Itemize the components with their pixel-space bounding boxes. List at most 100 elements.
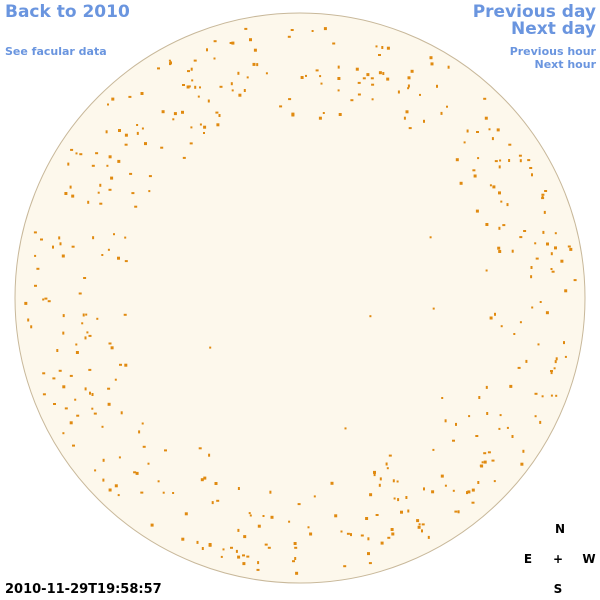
facula [102,458,105,462]
facula [373,473,376,477]
facula [157,480,160,483]
facula [475,209,479,213]
facula [105,130,108,134]
facula [441,397,444,399]
facula [497,246,501,250]
facula [99,183,102,187]
facula [444,419,447,423]
facula [265,72,268,75]
facula [53,403,56,405]
facula [124,143,128,146]
facula [94,469,97,472]
facula [387,536,391,539]
facula [52,245,54,249]
facular-link[interactable]: See facular data [5,45,107,58]
next-day-link[interactable]: Next day [511,19,596,39]
facula [70,148,74,151]
back-link[interactable]: Back to 2010 [5,2,130,22]
facula [423,119,425,123]
facula [141,422,144,425]
facula [295,571,299,575]
facula [97,191,100,194]
facula [256,568,260,571]
facula [269,490,272,494]
compass-north: N [554,522,566,536]
facula [373,470,376,474]
facula [546,242,549,246]
facula [148,175,152,178]
facula [203,132,205,134]
previous-day-link[interactable]: Previous day [472,2,596,22]
facula [403,116,406,120]
facula [496,128,500,132]
facula [430,62,434,66]
facula [30,325,33,329]
facula [554,232,557,235]
facula [101,254,104,256]
facula [124,133,128,137]
facula [491,459,495,462]
facula [42,372,46,375]
facula [564,289,568,293]
facula [506,203,509,207]
facula [208,453,211,457]
facula [466,129,469,133]
facula [253,48,257,52]
facula [88,368,92,371]
facula [220,555,223,558]
next-hour-link[interactable]: Next hour [534,58,597,71]
facula [550,252,553,256]
facula [92,236,95,240]
facula [74,398,77,401]
facula [150,523,154,527]
facula [337,89,340,92]
facula [337,77,341,80]
solar-disk [14,12,586,584]
facula [483,460,487,464]
facula [527,159,531,162]
facula [58,369,62,372]
facula [71,194,75,198]
facula [291,112,295,116]
facula [499,414,502,417]
facula [498,226,501,230]
previous-hour-link[interactable]: Previous hour [509,45,596,58]
facula [492,185,496,189]
facula [370,77,374,80]
facula [367,537,370,541]
facula [550,371,553,375]
facula [481,461,484,464]
facula [543,210,546,214]
facula [452,439,455,442]
facula [417,525,421,529]
facula [136,131,139,135]
facula [201,547,204,550]
facula [182,84,185,86]
facula [56,349,59,352]
facula [110,176,114,180]
facula [106,164,109,167]
facula [446,105,448,108]
facula [423,487,425,491]
facula [357,93,361,96]
facula [390,528,394,531]
facula [52,377,56,380]
facula [117,256,120,260]
facula [360,534,364,537]
facula [113,233,115,236]
facula [256,63,259,67]
facula [199,123,202,126]
facula [196,540,199,544]
facula [78,292,82,295]
facula [311,30,314,32]
facula [187,70,190,73]
facula [34,284,37,287]
facula [378,71,382,75]
facula [107,248,110,251]
facula [107,402,111,406]
facula [203,125,207,129]
facula [550,370,553,372]
facula [62,385,66,389]
facula [190,67,193,71]
